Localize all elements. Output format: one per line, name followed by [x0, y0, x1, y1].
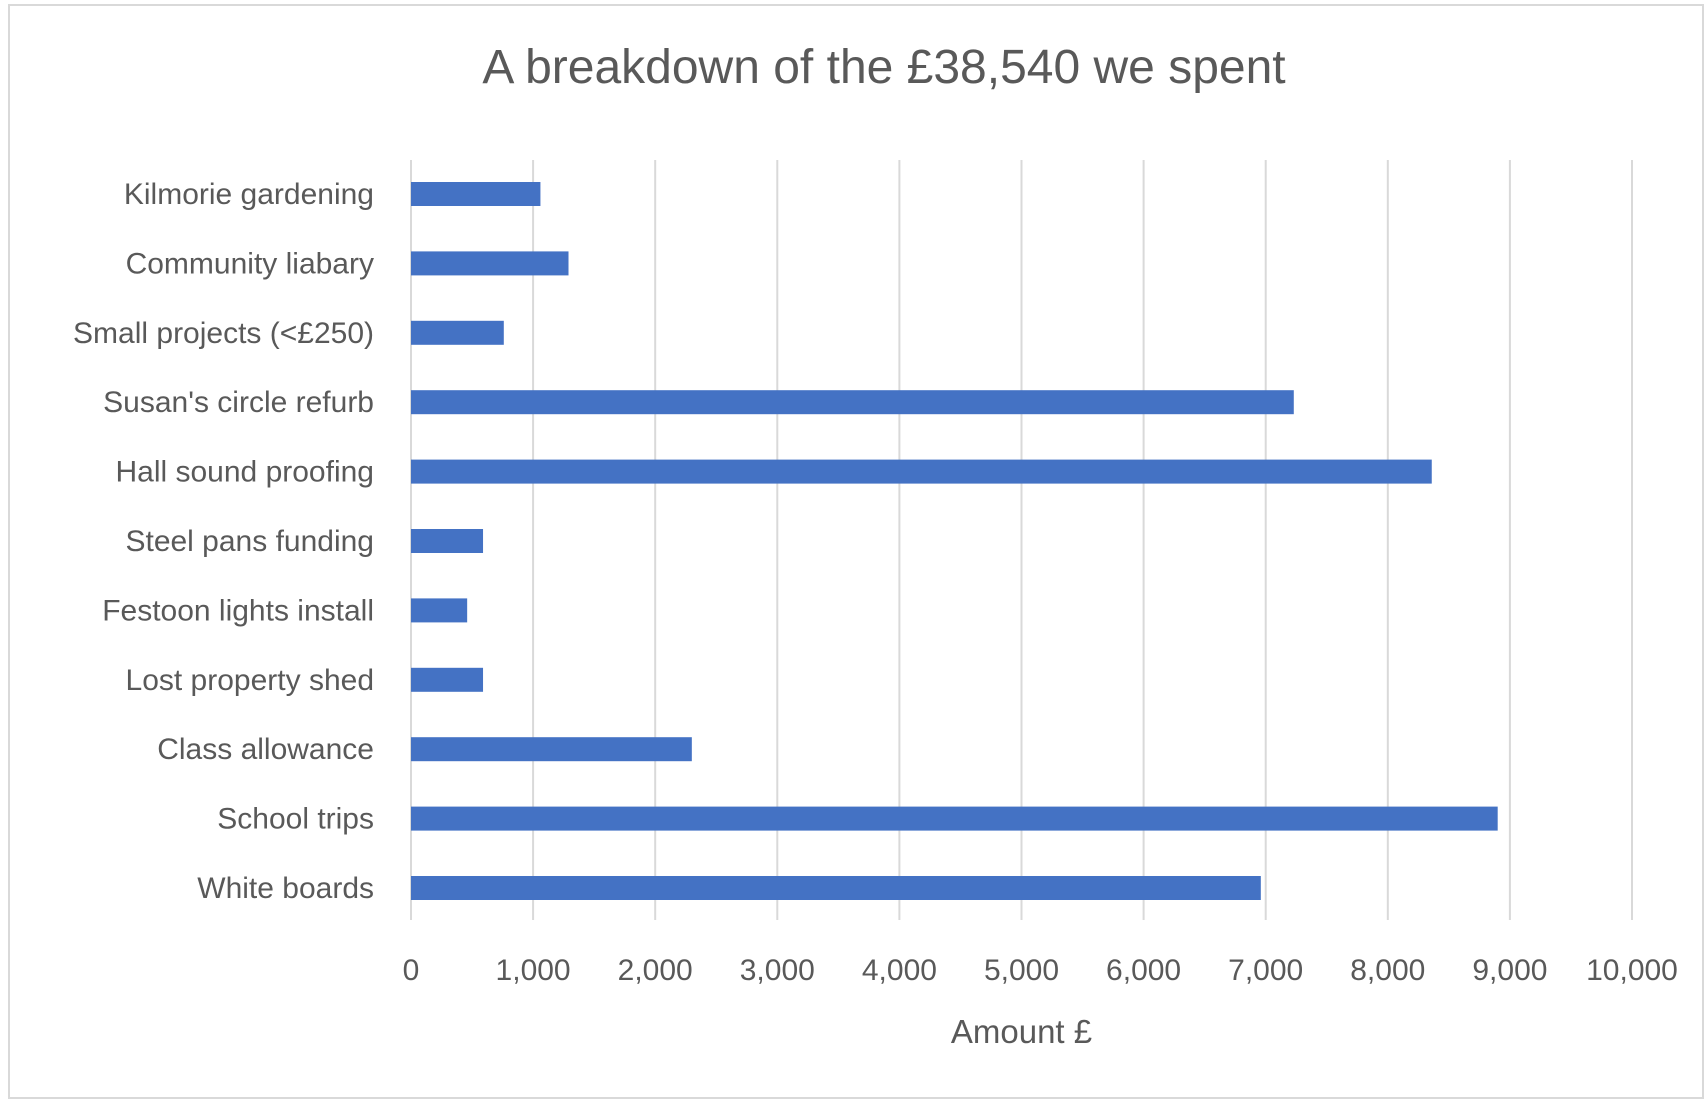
x-tick-label: 5,000 [984, 954, 1059, 987]
category-label: White boards [197, 872, 374, 905]
bar [411, 876, 1261, 900]
x-tick-label: 7,000 [1228, 954, 1303, 987]
category-label: Susan's circle refurb [103, 386, 374, 419]
chart-frame [8, 4, 1704, 1099]
category-label: Lost property shed [126, 664, 374, 697]
bar [411, 806, 1498, 831]
x-tick-label: 9,000 [1472, 954, 1547, 987]
bar [411, 320, 504, 345]
x-tick-label: 2,000 [618, 954, 693, 987]
category-label: Small projects (<£250) [73, 317, 374, 350]
x-tick-label: 3,000 [740, 954, 815, 987]
bar [411, 459, 1432, 484]
bar [411, 390, 1294, 415]
category-label: Festoon lights install [102, 594, 374, 627]
gridlines [410, 160, 1633, 920]
x-tick-label: 10,000 [1586, 954, 1678, 987]
x-tick-label: 0 [403, 954, 420, 987]
x-tick-label: 4,000 [862, 954, 937, 987]
x-tick-labels: 0 1,000 2,000 3,000 4,000 5,000 6,000 7,000 8,00… [403, 954, 1678, 987]
bar [411, 667, 484, 692]
x-axis-title: Amount £ [951, 1013, 1092, 1050]
category-label: Hall sound proofing [115, 456, 374, 489]
category-label: Community liabary [126, 247, 374, 280]
category-label: School trips [217, 803, 374, 836]
chart-title: A breakdown of the £38,540 we spent [482, 41, 1286, 94]
x-tick-label: 6,000 [1106, 954, 1181, 987]
bar [411, 737, 692, 762]
bar [411, 598, 468, 623]
category-label: Class allowance [157, 733, 374, 766]
category-label: Steel pans funding [125, 525, 374, 558]
bar [411, 251, 569, 276]
x-tick-label: 1,000 [496, 954, 571, 987]
bars [411, 182, 1498, 900]
category-labels: Kilmorie gardening Community liabary Small… [73, 178, 374, 905]
x-tick-label: 8,000 [1350, 954, 1425, 987]
category-label: Kilmorie gardening [124, 178, 374, 211]
bar [411, 182, 541, 206]
bar [411, 529, 484, 553]
